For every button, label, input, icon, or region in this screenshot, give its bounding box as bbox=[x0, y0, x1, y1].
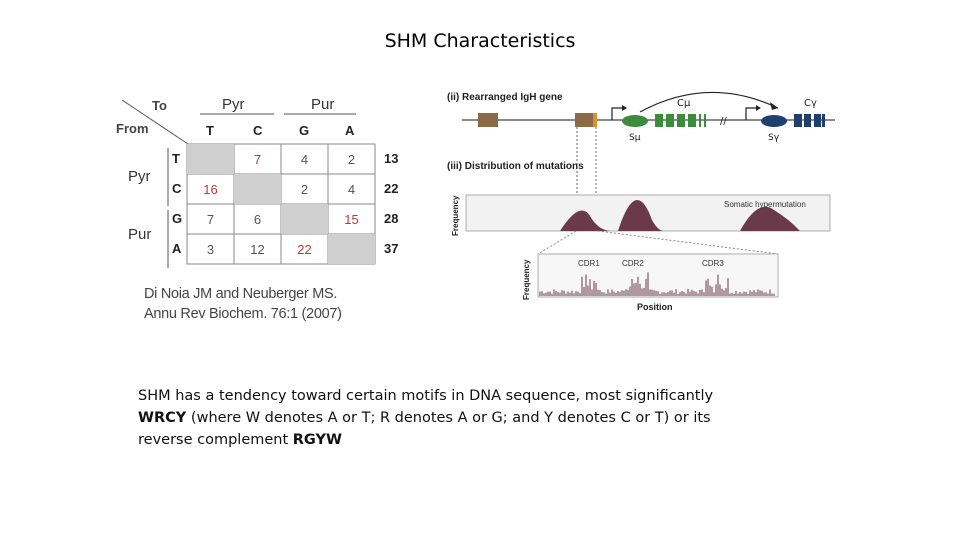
peak-s-mu bbox=[618, 199, 664, 231]
promoter-arrow-2 bbox=[745, 107, 756, 120]
row-base-g: G bbox=[172, 211, 183, 226]
from-label: From bbox=[116, 121, 149, 136]
col-base-c: C bbox=[253, 123, 263, 138]
matrix-cell: 7 bbox=[206, 211, 215, 227]
promoter-arrow-1 bbox=[611, 107, 622, 120]
frequency-label-bottom: Frequency bbox=[522, 259, 531, 300]
row-base-c: C bbox=[172, 181, 182, 196]
row-group-pur: Pur bbox=[128, 226, 152, 243]
col-base-t: T bbox=[206, 123, 214, 138]
row-base-a: A bbox=[172, 241, 182, 256]
slide-title: SHM Characteristics bbox=[384, 30, 576, 52]
matrix-cell: 7 bbox=[253, 151, 262, 167]
row-total-t: 13 bbox=[384, 151, 399, 166]
matrix-lines bbox=[121, 99, 376, 268]
matrix-cell: 2 bbox=[300, 181, 309, 197]
position-label: Position bbox=[637, 302, 673, 312]
matrix-cell: 4 bbox=[347, 181, 356, 197]
body-text-part-1: SHM has a tendency toward certain motifs… bbox=[138, 388, 714, 404]
citation-line-2: Annu Rev Biochem. 76:1 (2007) bbox=[144, 306, 342, 322]
gene-break-mark: // bbox=[720, 116, 727, 127]
shm-label: Somatic hypermutation bbox=[724, 200, 806, 209]
zoom-distribution-box bbox=[537, 253, 779, 298]
s-gamma-region bbox=[761, 115, 787, 127]
body-text: SHM has a tendency toward certain motifs… bbox=[138, 385, 738, 451]
panel-iii-title: (iii) Distribution of mutations bbox=[447, 161, 584, 172]
mutation-matrix: To From Pyr Pur Pyr Pur T C G A T C G A … bbox=[116, 92, 416, 332]
vdj-segment-2 bbox=[575, 113, 595, 127]
matrix-cell bbox=[234, 174, 281, 204]
motif-rgyw: RGYW bbox=[292, 432, 343, 448]
igh-gene-figure: (ii) Rearranged IgH gene // Cμ Cγ Sμ Sγ … bbox=[447, 91, 835, 312]
col-group-pyr: Pyr bbox=[222, 96, 245, 113]
c-mu-exons bbox=[655, 114, 706, 127]
col-group-pur: Pur bbox=[311, 96, 335, 113]
panel-ii-title: (ii) Rearranged IgH gene bbox=[447, 92, 563, 103]
peak-vdj bbox=[560, 210, 610, 231]
row-total-c: 22 bbox=[384, 181, 399, 196]
vdj-segment-1 bbox=[478, 113, 498, 127]
row-group-pyr: Pyr bbox=[128, 168, 151, 185]
matrix-cell: 22 bbox=[297, 241, 312, 257]
matrix-cell bbox=[328, 234, 375, 264]
matrix-cell: 16 bbox=[203, 181, 218, 197]
body-text-part-2: (where W denotes A or T; R denotes A or … bbox=[138, 410, 711, 448]
motif-wrcy: WRCY bbox=[138, 410, 187, 426]
mutation-spikes bbox=[539, 272, 775, 296]
to-label: To bbox=[152, 98, 167, 113]
matrix-cell: 6 bbox=[253, 211, 262, 227]
citation-line-1: Di Noia JM and Neuberger MS. bbox=[144, 286, 338, 302]
row-total-a: 37 bbox=[384, 241, 399, 256]
matrix-cell: 2 bbox=[347, 151, 356, 167]
matrix-cell: 4 bbox=[300, 151, 309, 167]
c-gamma-label: Cγ bbox=[804, 98, 817, 109]
cdr2-label: CDR2 bbox=[622, 259, 644, 268]
row-total-g: 28 bbox=[384, 211, 399, 226]
cdr1-label: CDR1 bbox=[578, 259, 600, 268]
c-mu-label: Cμ bbox=[677, 98, 691, 109]
matrix-cell: 15 bbox=[344, 211, 359, 227]
frequency-label-top: Frequency bbox=[451, 195, 460, 236]
col-base-g: G bbox=[299, 123, 310, 138]
s-mu-label: Sμ bbox=[629, 133, 641, 143]
s-gamma-label: Sγ bbox=[768, 133, 780, 143]
matrix-cell bbox=[187, 144, 234, 174]
col-base-a: A bbox=[345, 123, 355, 138]
c-gamma-exons bbox=[794, 114, 825, 127]
class-switch-arc bbox=[639, 91, 779, 113]
peak-s-gamma bbox=[740, 206, 800, 231]
cdr3-label: CDR3 bbox=[702, 259, 724, 268]
matrix-cell: 12 bbox=[250, 241, 265, 257]
citation: Di Noia JM and Neuberger MS. Annu Rev Bi… bbox=[144, 284, 342, 324]
row-base-t: T bbox=[172, 151, 180, 166]
matrix-cell bbox=[281, 204, 328, 234]
s-mu-region bbox=[622, 115, 648, 127]
j-segment bbox=[593, 113, 597, 127]
matrix-cell: 3 bbox=[206, 241, 215, 257]
